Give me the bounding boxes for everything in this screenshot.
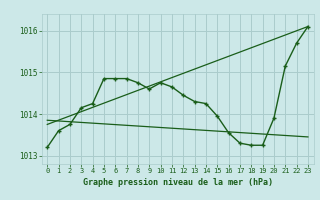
X-axis label: Graphe pression niveau de la mer (hPa): Graphe pression niveau de la mer (hPa) bbox=[83, 178, 273, 187]
